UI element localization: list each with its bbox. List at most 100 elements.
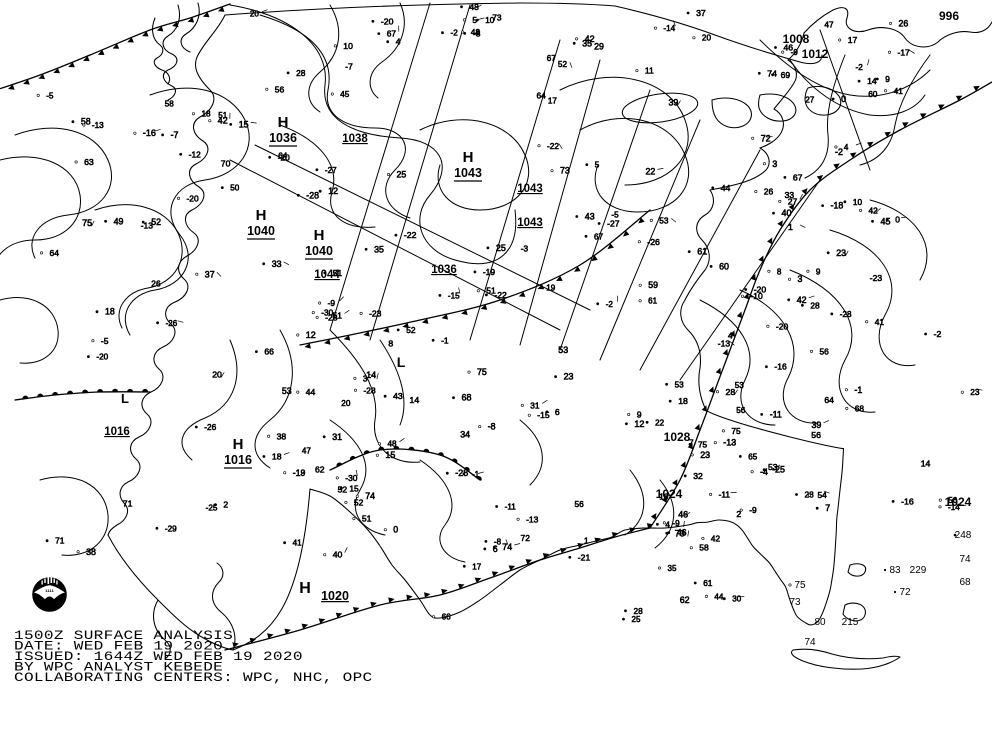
svg-text:-21: -21 <box>578 552 591 562</box>
svg-text:52: 52 <box>338 485 348 495</box>
svg-text:-27: -27 <box>325 166 337 175</box>
svg-text:43: 43 <box>585 212 595 222</box>
svg-text:17: 17 <box>548 96 558 105</box>
svg-text:0: 0 <box>841 94 846 104</box>
svg-text:-23: -23 <box>369 308 382 318</box>
svg-text:26: 26 <box>151 279 161 289</box>
svg-text:75: 75 <box>698 440 708 449</box>
svg-text:11: 11 <box>645 66 654 76</box>
svg-text:34: 34 <box>460 430 470 440</box>
svg-text:71: 71 <box>55 536 65 546</box>
svg-text:248: 248 <box>955 530 972 541</box>
svg-text:39: 39 <box>812 420 822 430</box>
svg-text:1024: 1024 <box>656 487 683 501</box>
svg-text:51: 51 <box>362 514 372 524</box>
svg-text:33: 33 <box>785 190 795 200</box>
svg-text:1: 1 <box>788 222 793 232</box>
svg-text:-4: -4 <box>760 467 768 477</box>
svg-text:-30: -30 <box>321 309 333 318</box>
svg-text:53: 53 <box>675 380 685 389</box>
svg-text:H: H <box>463 149 474 166</box>
svg-text:47: 47 <box>824 20 834 30</box>
svg-text:56: 56 <box>736 406 746 415</box>
svg-text:56: 56 <box>820 346 830 356</box>
svg-text:31: 31 <box>530 400 540 410</box>
svg-text:-7: -7 <box>345 62 353 72</box>
svg-text:25: 25 <box>496 243 506 253</box>
svg-text:46: 46 <box>677 528 687 538</box>
svg-text:-20: -20 <box>381 16 394 26</box>
svg-text:12: 12 <box>634 419 644 429</box>
svg-text:-23: -23 <box>870 273 883 283</box>
svg-text:39: 39 <box>669 98 679 108</box>
svg-text:20: 20 <box>702 34 712 43</box>
svg-text:41: 41 <box>293 539 303 548</box>
svg-text:33: 33 <box>272 259 282 269</box>
svg-text:-25: -25 <box>772 465 785 475</box>
svg-text:22: 22 <box>655 418 665 427</box>
svg-text:-1: -1 <box>441 335 449 345</box>
svg-text:9: 9 <box>637 410 642 420</box>
svg-text:65: 65 <box>748 452 758 461</box>
svg-text:-8: -8 <box>473 28 481 38</box>
svg-text:58: 58 <box>165 100 175 109</box>
svg-text:-11: -11 <box>719 489 731 499</box>
svg-text:18: 18 <box>105 307 115 317</box>
svg-text:64: 64 <box>824 395 834 405</box>
svg-text:14: 14 <box>921 459 931 469</box>
svg-text:-1: -1 <box>854 385 862 395</box>
svg-text:-11: -11 <box>770 409 782 419</box>
svg-text:50: 50 <box>230 184 240 193</box>
svg-text:42: 42 <box>585 34 595 44</box>
svg-text:-10: -10 <box>750 291 763 301</box>
svg-text:74: 74 <box>804 637 816 648</box>
svg-text:L: L <box>121 391 129 406</box>
svg-text:31: 31 <box>332 432 342 442</box>
svg-text:28: 28 <box>634 606 644 616</box>
svg-text:17: 17 <box>848 35 858 45</box>
svg-text:-20: -20 <box>776 321 789 331</box>
svg-text:52: 52 <box>354 497 364 507</box>
svg-text:-28: -28 <box>364 385 376 395</box>
svg-text:1: 1 <box>584 537 589 546</box>
svg-text:1028: 1028 <box>664 430 691 444</box>
svg-text:-26: -26 <box>647 237 660 247</box>
svg-text:18: 18 <box>202 110 212 119</box>
svg-text:229: 229 <box>910 565 927 576</box>
svg-text:73: 73 <box>492 13 502 23</box>
svg-text:2: 2 <box>736 509 741 519</box>
svg-text:45: 45 <box>881 216 891 226</box>
svg-text:-30: -30 <box>345 473 357 483</box>
svg-text:14: 14 <box>366 370 376 380</box>
svg-text:-9: -9 <box>749 505 757 515</box>
svg-text:8: 8 <box>388 338 393 348</box>
svg-text:75: 75 <box>477 367 487 377</box>
svg-text:18: 18 <box>272 452 282 462</box>
svg-text:67: 67 <box>387 29 397 39</box>
svg-text:-22: -22 <box>404 230 417 240</box>
svg-text:-22: -22 <box>494 290 507 300</box>
svg-text:12: 12 <box>328 186 338 196</box>
svg-text:10: 10 <box>853 198 863 207</box>
svg-text:-8: -8 <box>488 422 496 432</box>
svg-text:-13: -13 <box>92 121 104 130</box>
svg-text:4: 4 <box>728 331 733 341</box>
svg-text:-2: -2 <box>451 29 459 38</box>
svg-text:996: 996 <box>939 9 959 23</box>
svg-text:-9: -9 <box>791 48 799 57</box>
svg-text:63: 63 <box>84 157 94 167</box>
svg-text:H: H <box>278 114 289 131</box>
svg-text:41: 41 <box>875 317 885 327</box>
svg-text:3: 3 <box>798 274 803 284</box>
svg-text:H: H <box>256 207 267 224</box>
svg-text:47: 47 <box>302 446 312 455</box>
svg-text:12: 12 <box>306 330 316 340</box>
svg-text:20: 20 <box>250 10 260 19</box>
svg-text:18: 18 <box>678 396 688 406</box>
svg-text:61: 61 <box>697 247 707 257</box>
svg-text:1040: 1040 <box>247 224 275 238</box>
svg-text:37: 37 <box>696 8 706 18</box>
svg-text:68: 68 <box>855 403 865 413</box>
svg-text:75: 75 <box>731 426 741 436</box>
svg-text:-2: -2 <box>856 63 864 72</box>
